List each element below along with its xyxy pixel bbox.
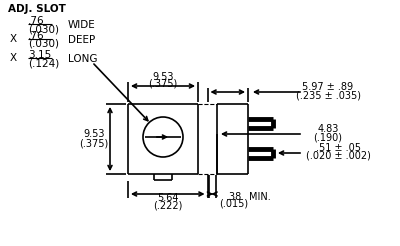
Text: .38: .38 — [226, 192, 242, 202]
Text: (.375): (.375) — [79, 138, 109, 148]
Text: DEEP: DEEP — [68, 35, 95, 45]
Text: WIDE: WIDE — [68, 20, 96, 30]
Text: 9.53: 9.53 — [83, 129, 105, 139]
Text: .76: .76 — [28, 31, 45, 41]
Text: (.020 ± .002): (.020 ± .002) — [306, 151, 370, 161]
Text: 4.83: 4.83 — [317, 124, 339, 134]
Text: LONG: LONG — [68, 54, 98, 64]
Text: (.190): (.190) — [314, 132, 342, 142]
Text: (.015): (.015) — [220, 199, 248, 209]
Text: .76: .76 — [28, 16, 45, 26]
Text: X: X — [10, 34, 17, 44]
Text: (.222): (.222) — [153, 200, 182, 210]
Text: 5.97 ± .89: 5.97 ± .89 — [302, 82, 354, 92]
Text: 5.64: 5.64 — [157, 193, 178, 203]
Text: (.375): (.375) — [148, 79, 178, 89]
Text: X: X — [10, 53, 17, 63]
Text: .51 ± .05: .51 ± .05 — [316, 143, 360, 153]
Text: MIN.: MIN. — [249, 192, 271, 202]
Text: (.124): (.124) — [28, 58, 59, 68]
Text: (.235 ± .035): (.235 ± .035) — [296, 90, 360, 100]
Text: (.030): (.030) — [28, 24, 59, 34]
Text: 3.15: 3.15 — [28, 50, 51, 60]
Text: 9.53: 9.53 — [152, 72, 174, 82]
Text: (.030): (.030) — [28, 39, 59, 49]
Text: ADJ. SLOT: ADJ. SLOT — [8, 4, 66, 14]
